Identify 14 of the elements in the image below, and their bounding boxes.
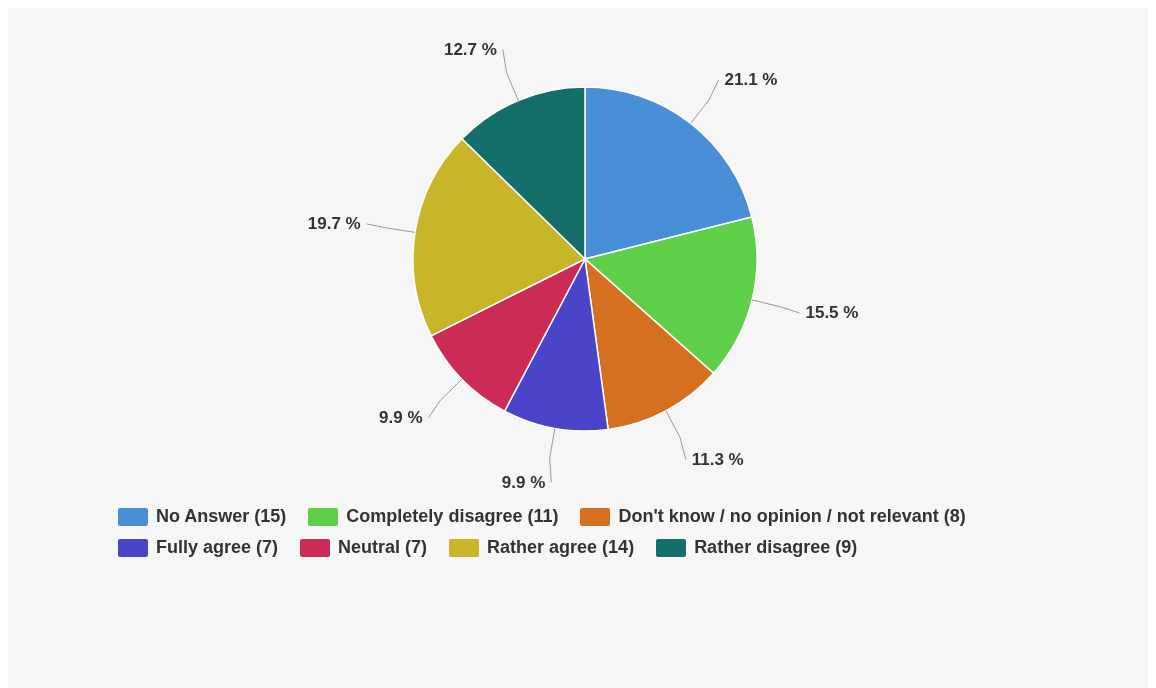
legend-label: Rather disagree (9) (694, 537, 858, 558)
legend-label: Fully agree (7) (156, 537, 279, 558)
legend-label: Neutral (7) (338, 537, 428, 558)
legend-label: Completely disagree (11) (346, 506, 559, 527)
legend-label: No Answer (15) (156, 506, 287, 527)
data-label: 9.9 % (379, 408, 423, 428)
data-label: 19.7 % (307, 214, 361, 234)
data-label: 9.9 % (501, 473, 546, 492)
data-label: 11.3 % (691, 449, 744, 469)
data-label: 15.5 % (805, 303, 859, 323)
legend-label: Don't know / no opinion / not relevant (8) (618, 506, 966, 527)
data-label: 21.1 % (724, 70, 778, 90)
data-label: 12.7 % (443, 40, 497, 60)
legend-label: Rather agree (14) (487, 537, 635, 558)
